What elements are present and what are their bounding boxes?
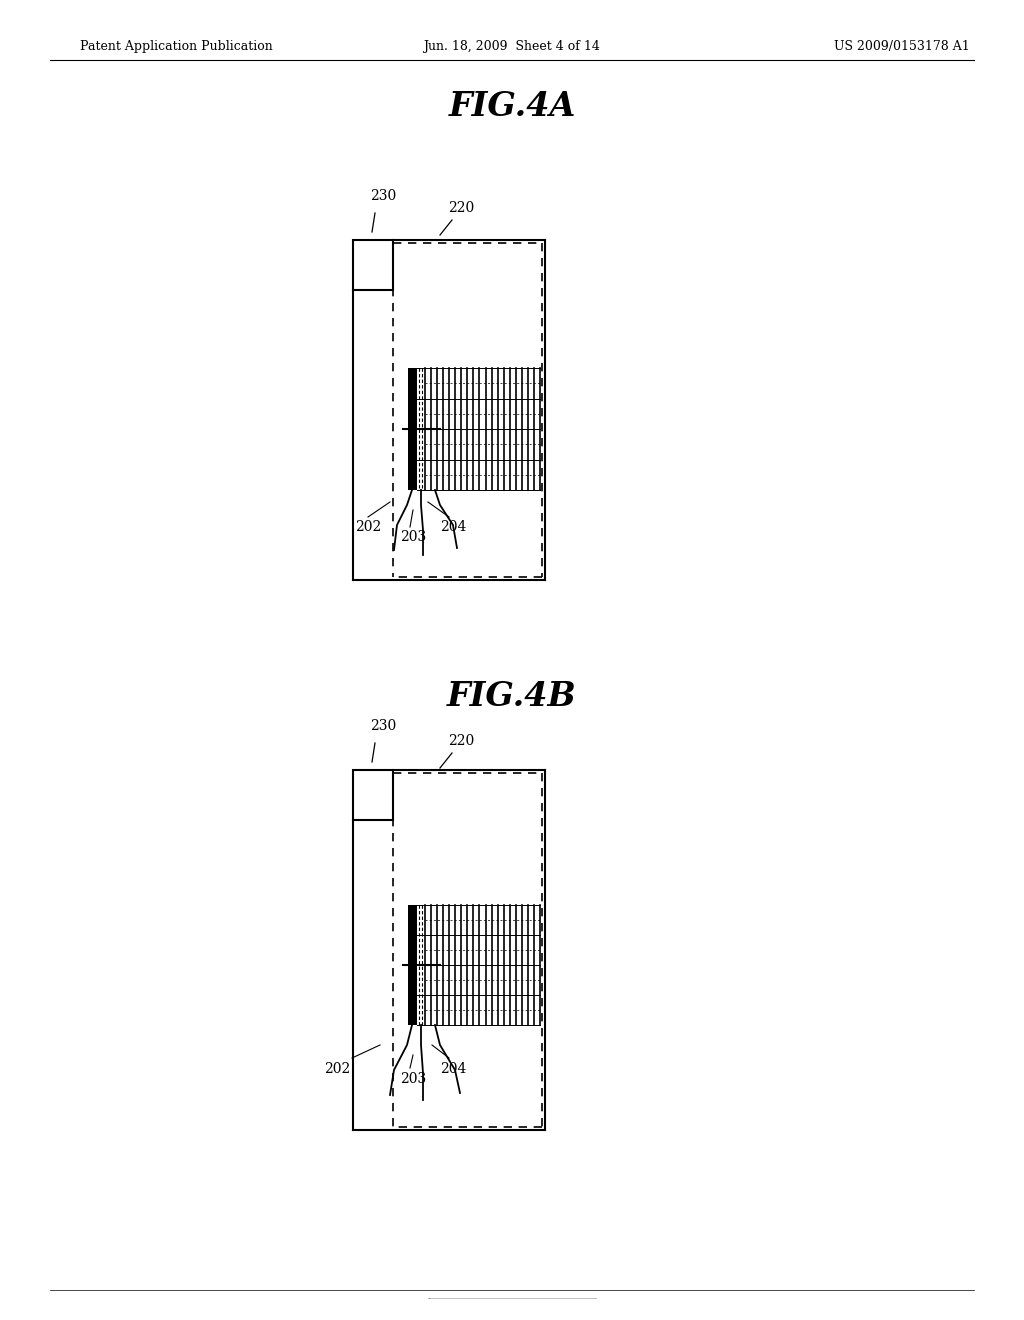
Text: FIG.4B: FIG.4B <box>447 680 577 713</box>
Text: 220: 220 <box>449 734 474 748</box>
Bar <box>408 906 417 1026</box>
Text: 204: 204 <box>440 520 466 535</box>
Text: 202: 202 <box>355 520 381 535</box>
Text: FIG.4A: FIG.4A <box>449 90 575 123</box>
Bar <box>353 770 393 820</box>
Text: Patent Application Publication: Patent Application Publication <box>80 40 272 53</box>
Text: 202: 202 <box>324 1063 350 1076</box>
Text: ________________________________________________________________________________: ________________________________________… <box>427 1295 597 1299</box>
Bar <box>353 240 393 290</box>
Text: 230: 230 <box>370 189 396 203</box>
Bar <box>408 368 417 490</box>
Text: 203: 203 <box>400 1072 426 1086</box>
Text: US 2009/0153178 A1: US 2009/0153178 A1 <box>835 40 970 53</box>
Text: 203: 203 <box>400 531 426 544</box>
Text: Jun. 18, 2009  Sheet 4 of 14: Jun. 18, 2009 Sheet 4 of 14 <box>424 40 600 53</box>
Text: 220: 220 <box>449 201 474 215</box>
Text: 204: 204 <box>440 1063 466 1076</box>
Text: 230: 230 <box>370 719 396 733</box>
